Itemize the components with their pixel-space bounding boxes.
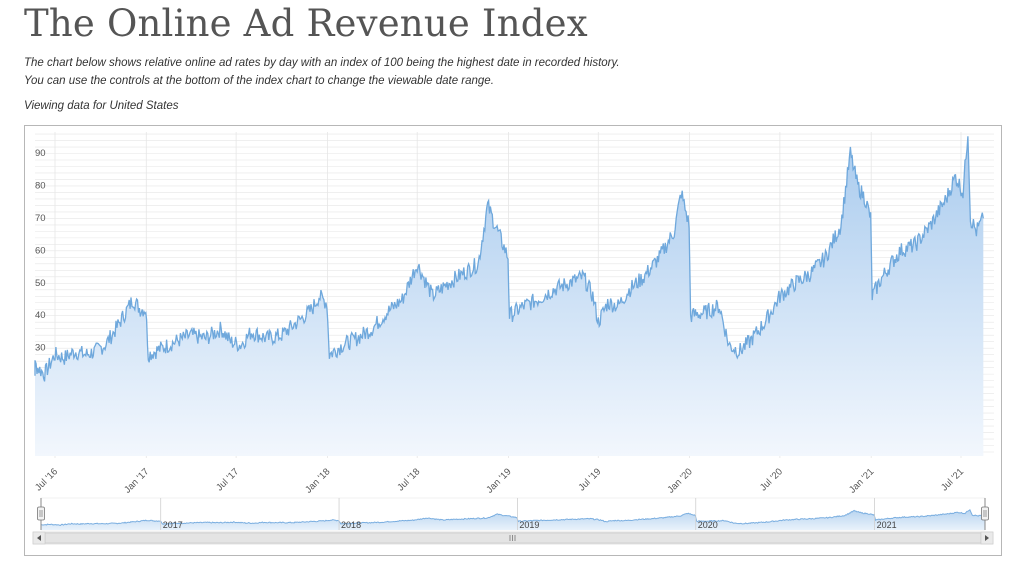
range-navigator[interactable]: 2017 2018 2019 2020 2021: [37, 497, 989, 531]
x-tick-label: Jul '20: [758, 466, 785, 493]
navigator-year-label: 2018: [341, 520, 361, 530]
navigator-handle-left[interactable]: [37, 506, 45, 521]
x-tick-label: Jul '16: [33, 466, 60, 493]
arrow-left-icon: [37, 535, 41, 541]
y-tick-label: 90: [35, 148, 46, 159]
scrollbar-thumb[interactable]: [44, 532, 982, 544]
viewing-region-label: Viewing data for United States: [24, 100, 179, 112]
x-tick-label: Jan '19: [484, 466, 513, 495]
navigator-series-line: [40, 508, 986, 527]
ad-revenue-index-chart: 0102030405060708090 ezoicGoogleCertified…: [24, 125, 1002, 556]
x-tick-label: Jan '21: [847, 466, 876, 495]
page-title: The Online Ad Revenue Index: [24, 2, 588, 45]
series-area-fill: [35, 136, 984, 457]
page-description-line-1: The chart below shows relative online ad…: [24, 57, 620, 69]
series-line: [34, 136, 984, 382]
y-tick-label: 30: [35, 343, 46, 354]
x-tick-label: Jan '18: [303, 466, 332, 495]
y-tick-label: 40: [35, 310, 46, 321]
y-tick-label: 60: [35, 245, 46, 256]
x-tick-label: Jan '20: [665, 466, 694, 495]
x-axis: Jul '16 Jan '17 Jul '17 Jan '18 Jul '18 Jan '…: [33, 466, 966, 495]
x-tick-label: Jul '21: [939, 466, 966, 493]
navigator-year-label: 2017: [163, 520, 183, 530]
series-area: [34, 136, 984, 457]
navigator-year-label: 2019: [519, 520, 539, 530]
arrow-right-icon: [985, 535, 989, 541]
chart-canvas: 0102030405060708090 ezoicGoogleCertified…: [32, 132, 994, 545]
range-scrollbar[interactable]: [32, 531, 994, 545]
y-tick-label: 70: [35, 213, 46, 224]
navigator-year-label: 2021: [877, 520, 897, 530]
x-tick-label: Jul '17: [214, 466, 241, 493]
navigator-series-fill: [41, 509, 985, 530]
y-tick-label: 50: [35, 278, 46, 289]
x-tick-label: Jul '19: [576, 466, 603, 493]
x-tick-label: Jan '17: [122, 466, 151, 495]
navigator-handle-right[interactable]: [981, 506, 989, 521]
navigator-year-label: 2020: [698, 520, 718, 530]
y-tick-label: 80: [35, 180, 46, 191]
page-description-line-2: You can use the controls at the bottom o…: [24, 75, 494, 87]
x-tick-label: Jul '18: [395, 466, 422, 493]
